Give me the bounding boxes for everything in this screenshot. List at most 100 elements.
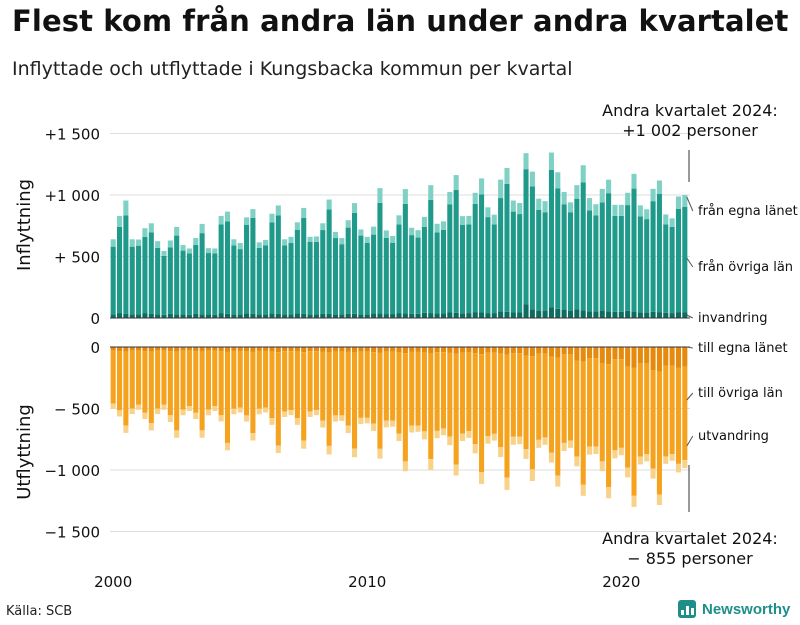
bar-out_ovriga (675, 367, 682, 464)
bar-in_egna (250, 313, 256, 318)
bar-out_ovriga (339, 351, 345, 416)
bar-out_ovriga (637, 362, 643, 457)
bar-in_ovriga (542, 212, 548, 311)
bar-in_ovriga (580, 182, 586, 311)
bar-in_ovriga (555, 188, 561, 309)
bar-out_ovriga (593, 358, 599, 447)
bar-in_egna (390, 314, 396, 318)
bar-out_utvandring (523, 449, 529, 459)
bar-out_utvandring (358, 417, 364, 424)
bar-out_egna (358, 347, 364, 352)
bar-out_ovriga (307, 351, 313, 412)
bar-out_egna (167, 347, 173, 352)
bar-in_invandring (567, 202, 574, 213)
bar-in_invandring (580, 165, 586, 183)
bar-out_ovriga (224, 351, 231, 443)
bar-out_egna (199, 347, 205, 352)
bar-in_invandring (142, 228, 148, 237)
bar-out_utvandring (212, 406, 218, 411)
bar-out_ovriga (631, 367, 637, 496)
y-tick-label: + 500 (54, 249, 100, 267)
bar-out_utvandring (142, 412, 148, 419)
bar-out_ovriga (415, 351, 421, 426)
bar-in_ovriga (593, 215, 599, 312)
bar-out_utvandring (199, 430, 205, 438)
bar-out_egna (186, 347, 192, 351)
annotation-in-line2: +1 002 personer (622, 121, 758, 140)
bar-in_invandring (269, 213, 275, 223)
bar-in_egna (275, 313, 281, 318)
bar-out_ovriga (612, 359, 618, 451)
bar-in_invandring (453, 175, 459, 190)
bar-out_utvandring (415, 425, 421, 432)
bar-in_egna (650, 311, 656, 318)
bar-in_invandring (593, 204, 599, 216)
bar-in_ovriga (263, 245, 269, 315)
bar-in_invandring (548, 152, 554, 170)
bar-out_utvandring (402, 461, 408, 472)
bar-in_invandring (485, 207, 491, 218)
bar-out_egna (529, 347, 535, 357)
bar-in_egna (542, 310, 548, 318)
bar-out_ovriga (155, 350, 161, 409)
bar-in_ovriga (167, 247, 173, 314)
bar-in_egna (193, 313, 199, 318)
bar-out_egna (256, 347, 262, 351)
bar-out_utvandring (332, 415, 339, 422)
label-leader (686, 314, 694, 319)
bar-in_egna (116, 313, 123, 318)
bar-out_utvandring (447, 436, 453, 446)
bar-out_ovriga (110, 350, 116, 404)
bar-in_egna (383, 314, 389, 318)
bar-out_utvandring (459, 433, 466, 441)
bar-out_egna (498, 347, 504, 354)
bar-out_egna (402, 347, 408, 354)
bar-in_ovriga (199, 233, 205, 315)
bar-out_utvandring (167, 415, 173, 423)
bar-out_egna (434, 347, 440, 353)
bar-out_ovriga (606, 364, 612, 488)
bar-out_utvandring (390, 420, 396, 427)
bar-in_ovriga (275, 215, 281, 314)
bar-in_ovriga (587, 210, 593, 312)
bar-in_egna (288, 314, 294, 318)
bar-in_egna (675, 312, 682, 318)
bar-out_egna (440, 347, 446, 353)
bar-out_utvandring (263, 407, 269, 413)
bar-in_ovriga (371, 234, 377, 314)
bar-out_egna (110, 347, 116, 351)
bar-in_egna (663, 312, 669, 318)
bar-in_ovriga (186, 253, 192, 315)
bar-in_egna (625, 310, 631, 318)
bar-in_egna (218, 313, 224, 318)
bar-out_utvandring (593, 446, 599, 455)
bar-in_invandring (167, 240, 173, 248)
bar-out_egna (263, 347, 269, 351)
bar-in_ovriga (453, 189, 459, 313)
bar-in_egna (612, 311, 618, 318)
bar-out_utvandring (193, 412, 199, 419)
bar-out_utvandring (218, 415, 224, 422)
bar-out_ovriga (618, 359, 624, 448)
bar-out_egna (123, 347, 129, 352)
bar-in_invandring (148, 223, 154, 233)
bar-out_ovriga (459, 352, 466, 434)
bar-in_invandring (377, 188, 383, 203)
bar-out_egna (606, 347, 612, 365)
bar-in_invandring (205, 248, 211, 254)
bar-in_egna (434, 313, 440, 318)
bar-out_ovriga (244, 351, 250, 416)
bar-out_utvandring (174, 430, 180, 438)
bar-in_invandring (301, 207, 307, 218)
bar-in_invandring (218, 215, 224, 225)
bar-out_egna (644, 347, 650, 363)
bar-out_utvandring (599, 461, 605, 472)
bar-out_ovriga (263, 350, 269, 408)
bar-in_ovriga (574, 198, 580, 310)
bar-in_ovriga (637, 216, 643, 313)
bar-out_ovriga (301, 352, 307, 441)
bar-in_invandring (390, 235, 396, 243)
bar-out_egna (237, 347, 243, 351)
bar-in_egna (123, 313, 129, 318)
bar-out_ovriga (332, 351, 339, 416)
